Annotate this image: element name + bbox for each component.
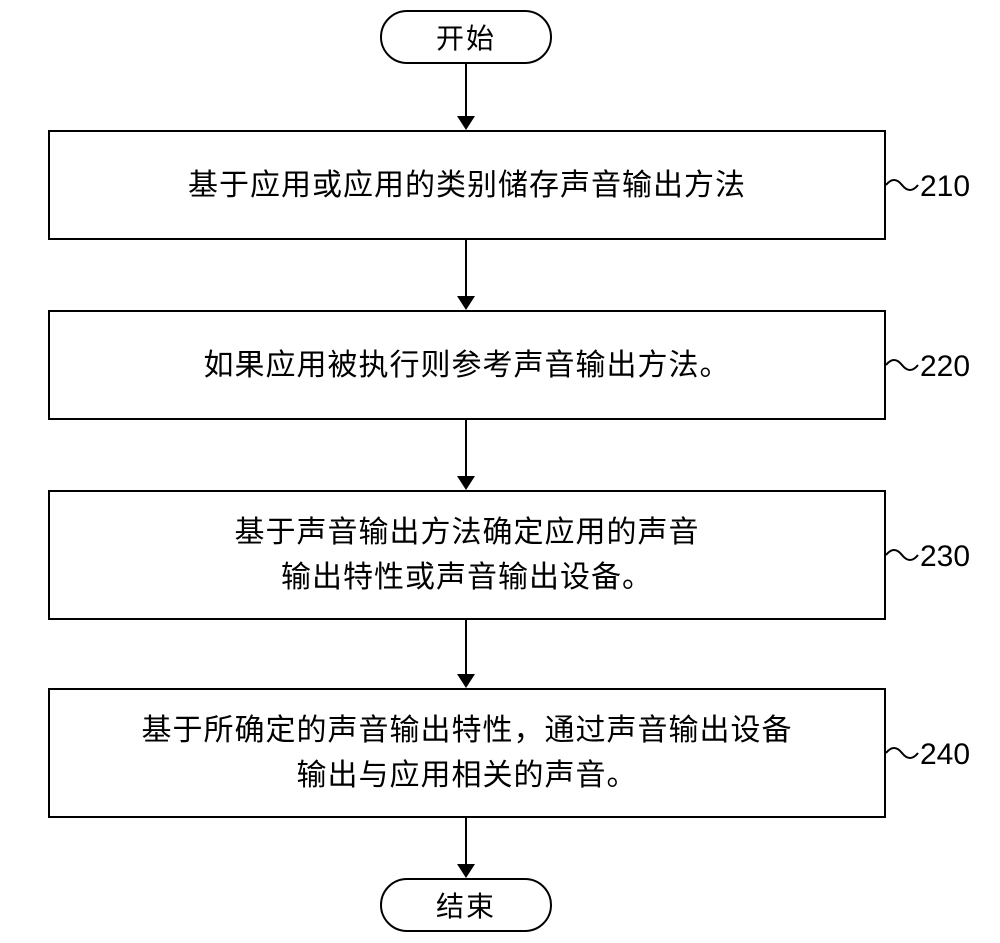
- label-connectors: [0, 0, 1000, 943]
- flowchart-canvas: { "terminators": { "start": { "label": "…: [0, 0, 1000, 943]
